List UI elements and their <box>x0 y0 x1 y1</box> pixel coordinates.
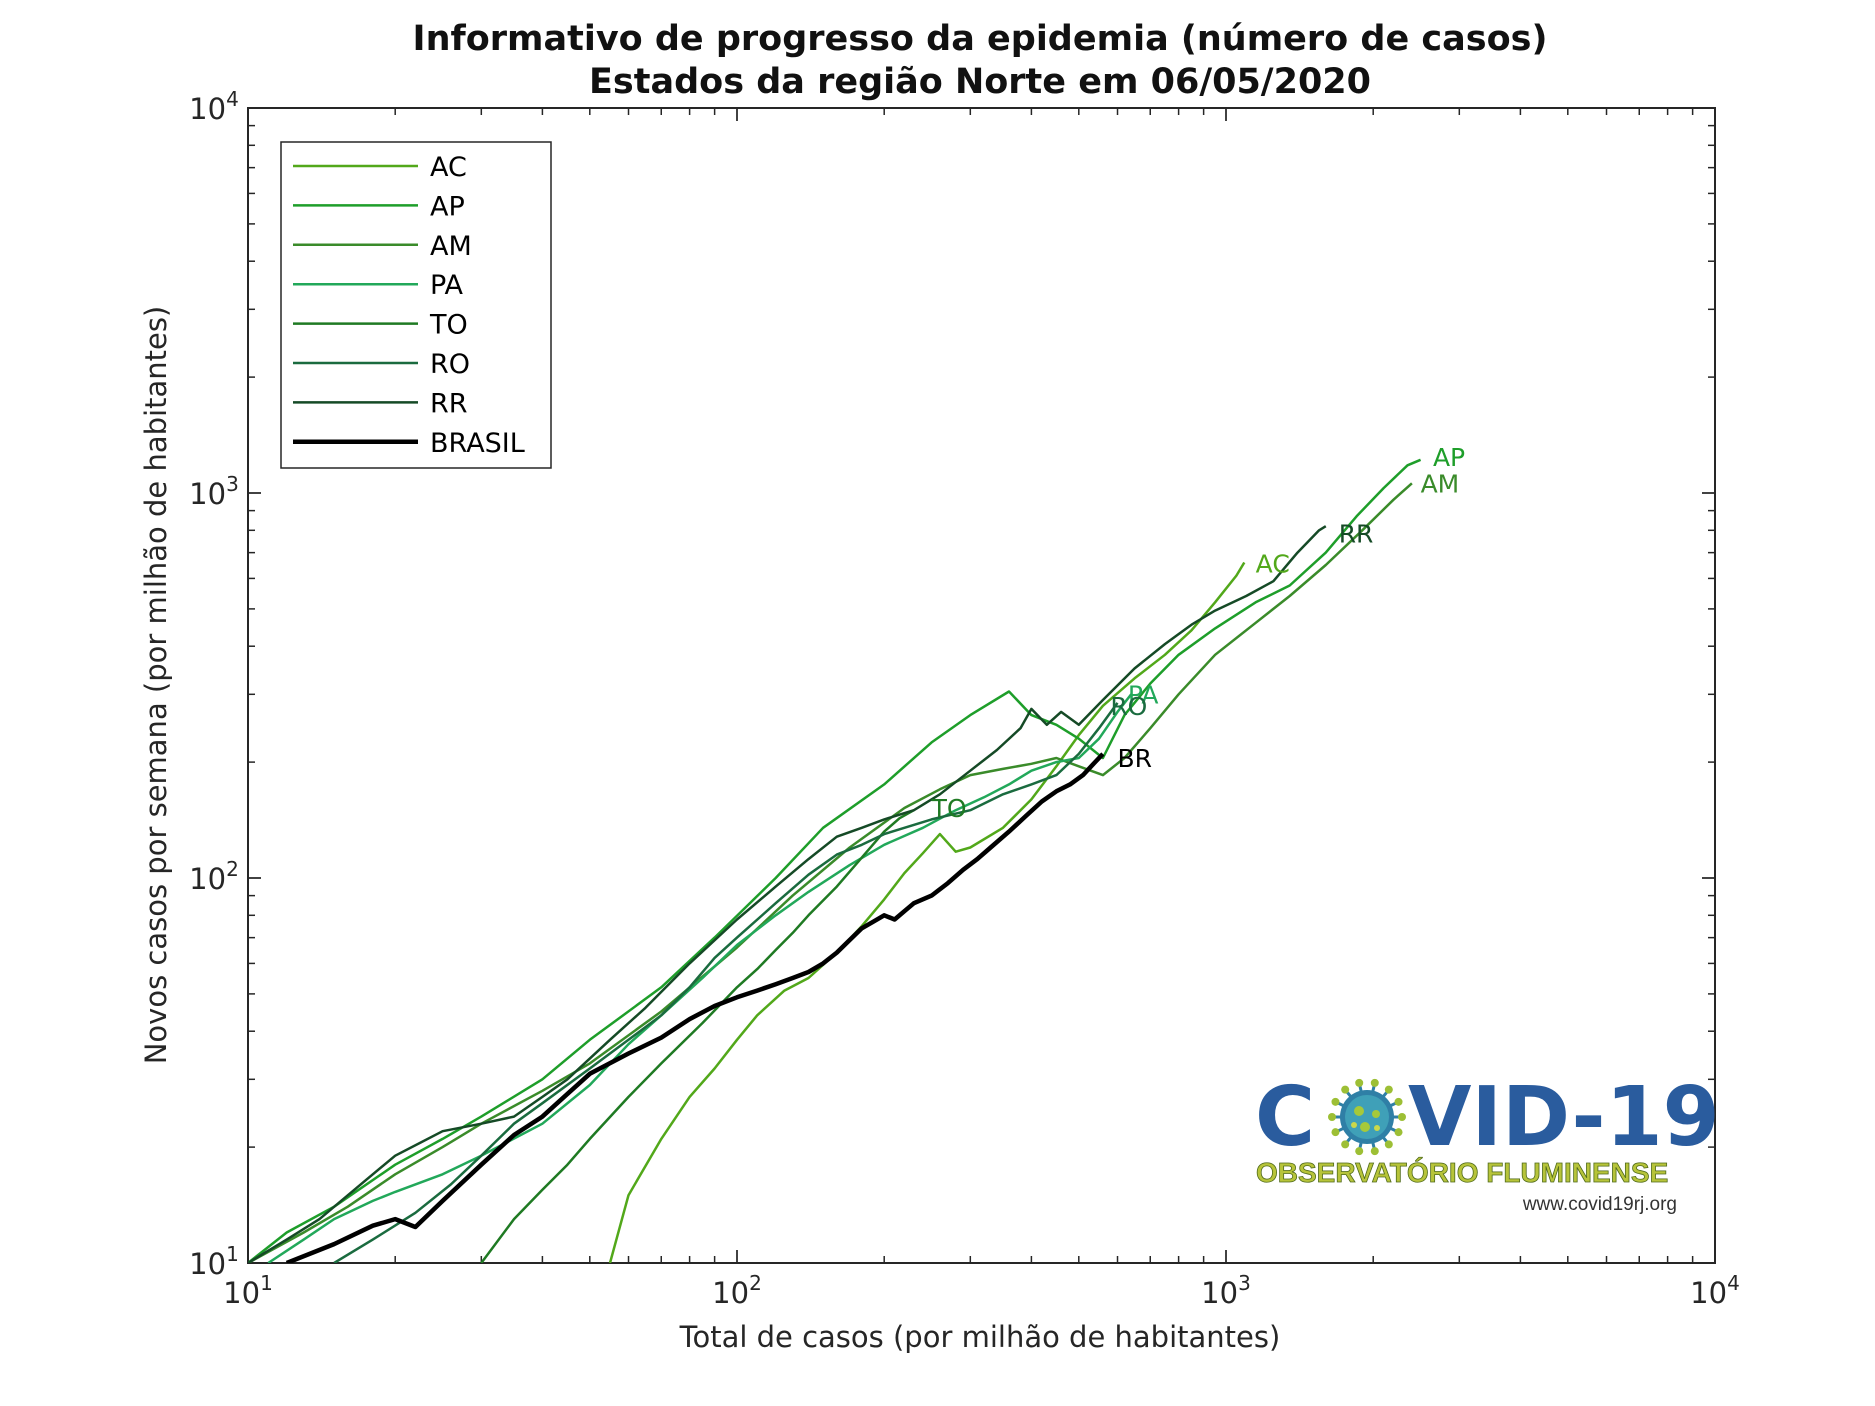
logo-word-left: C <box>1255 1070 1315 1165</box>
legend-item-brasil: BRASIL <box>293 428 525 459</box>
chart-subtitle: Estados da região Norte em 06/05/2020 <box>589 62 1371 102</box>
legend-label: RR <box>430 388 468 419</box>
y-tick-label: 102 <box>189 857 239 896</box>
series-line-rr <box>248 525 1327 1263</box>
end-label-pa: PA <box>1128 680 1159 709</box>
y-tick-label: 103 <box>189 472 239 511</box>
end-label-br: BR <box>1118 744 1153 773</box>
x-tick-labels: 101 102 103 104 <box>223 1271 1740 1310</box>
end-label-rr: RR <box>1339 519 1374 548</box>
x-tick-label: 103 <box>1201 1271 1251 1310</box>
end-label-to: TO <box>931 794 967 823</box>
series-layer <box>248 458 1422 1263</box>
logo-subtitle: OBSERVATÓRIO FLUMINENSE <box>1256 1157 1668 1188</box>
coronavirus-icon <box>1328 1078 1406 1156</box>
legend-item-rr: RR <box>293 388 468 419</box>
series-line-brasil <box>285 752 1105 1263</box>
legend-item-to: TO <box>293 310 468 341</box>
covid19-logo: C VID-19 OBSERVATÓRIO FLUMINENSE www.cov… <box>1255 1070 1720 1215</box>
legend-box <box>280 141 552 469</box>
y-tick-labels: 101 102 103 104 <box>189 87 239 1281</box>
x-tick-label: 104 <box>1690 1271 1740 1310</box>
series-line-ac <box>608 561 1246 1263</box>
series-line-pa <box>267 693 1133 1263</box>
chart-title: Informativo de progresso da epidemia (nú… <box>413 19 1548 59</box>
series-line-am <box>248 482 1413 1263</box>
legend-label: AM <box>430 231 472 262</box>
series-line-to <box>480 809 915 1263</box>
y-axis-label: Novos casos por semana (por milhão de ha… <box>139 306 173 1065</box>
y-tick-label: 101 <box>189 1242 239 1281</box>
legend-item-ap: AP <box>293 191 465 222</box>
legend-item-ro: RO <box>293 349 470 380</box>
end-label-ac: AC <box>1256 550 1290 579</box>
series-line-ro <box>333 702 1119 1263</box>
legend: AC AP AM PA TO RO RR BRASIL <box>280 141 552 469</box>
logo-word-right: VID-19 <box>1408 1070 1720 1165</box>
legend-label: AP <box>430 191 465 222</box>
y-tick-label: 104 <box>189 87 239 126</box>
series-line-ap <box>248 458 1422 1263</box>
legend-label: TO <box>429 310 468 341</box>
logo-url: www.covid19rj.org <box>1522 1194 1677 1215</box>
x-tick-label: 101 <box>223 1271 273 1310</box>
legend-label: AC <box>430 152 467 183</box>
legend-label: BRASIL <box>430 428 525 459</box>
end-label-ap: AP <box>1433 443 1465 472</box>
legend-item-am: AM <box>293 231 472 262</box>
legend-item-ac: AC <box>293 152 467 183</box>
end-label-ro: RO <box>1110 692 1147 721</box>
legend-label: RO <box>430 349 470 380</box>
x-tick-label: 102 <box>712 1271 762 1310</box>
end-label-am: AM <box>1421 469 1460 498</box>
legend-item-pa: PA <box>293 270 464 301</box>
x-axis-label: Total de casos (por milhão de habitantes… <box>679 1320 1281 1354</box>
legend-label: PA <box>430 270 464 301</box>
